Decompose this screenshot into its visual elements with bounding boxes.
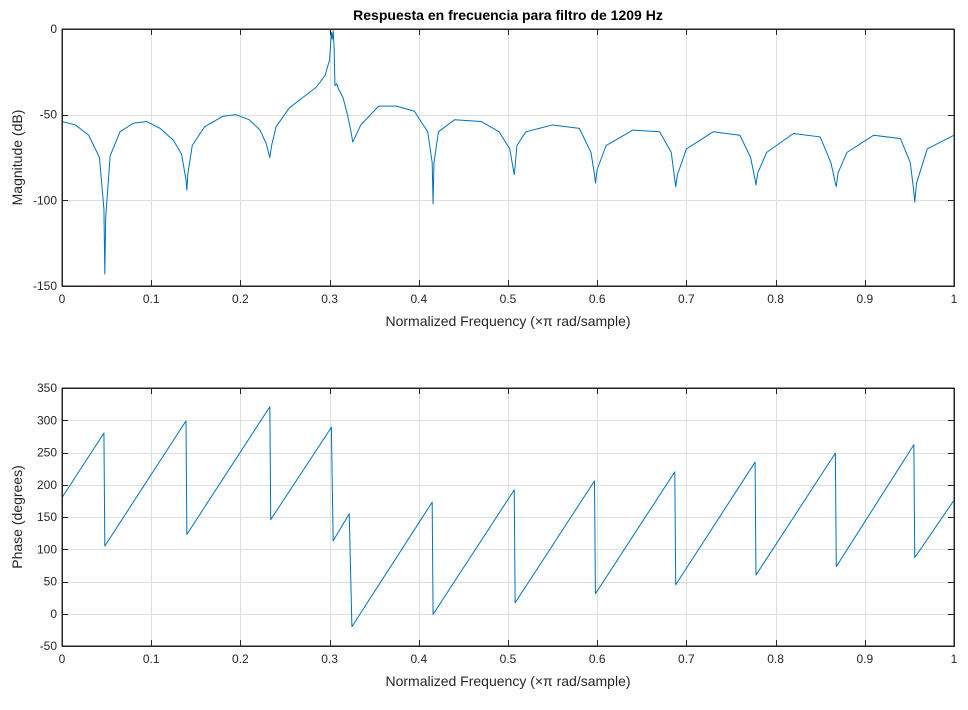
- phase-axes: 0 0.1 0.2 0.3 0.4 0.5 0.6 0.7 0.8 0.9 1-5005010015…: [9, 381, 958, 689]
- phase-x-tick-label: 0.5: [500, 652, 517, 666]
- magnitude-axes: 0 0.1 0.2 0.3 0.4 0.5 0.6 0.7 0.8 0.9 1 -150 -100 -50…: [9, 7, 958, 329]
- magnitude-x-tick-label: 0.8: [767, 292, 784, 306]
- magnitude-x-tick-label: 0: [59, 292, 66, 306]
- magnitude-x-tick-label: 0.4: [410, 292, 427, 306]
- magnitude-x-tick-label: 0.9: [856, 292, 873, 306]
- phase-x-tick-label: 0.3: [321, 652, 338, 666]
- phase-y-tick-label: 350: [37, 381, 57, 395]
- magnitude-y-tick-label: -150: [33, 279, 57, 293]
- phase-x-tick-label: 0.2: [232, 652, 249, 666]
- magnitude-ticks: 0 0.1 0.2 0.3 0.4 0.5 0.6 0.7 0.8 0.9 1 -150 -100 -50…: [33, 22, 958, 306]
- phase-y-tick-label: 250: [37, 446, 57, 460]
- phase-y-tick-label: -50: [40, 639, 58, 653]
- magnitude-x-tick-label: 0.7: [678, 292, 695, 306]
- phase-y-tick-label: 300: [37, 413, 57, 427]
- phase-ticks: 0 0.1 0.2 0.3 0.4 0.5 0.6 0.7 0.8 0.9 1-5005010015…: [37, 381, 958, 666]
- phase-x-tick-label: 0.9: [856, 652, 873, 666]
- chart-title: Respuesta en frecuencia para filtro de 1…: [353, 7, 663, 23]
- magnitude-y-tick-label: -100: [33, 193, 57, 207]
- magnitude-x-tick-label: 0.6: [589, 292, 606, 306]
- phase-y-tick-label: 100: [37, 542, 57, 556]
- phase-y-tick-label: 50: [44, 575, 58, 589]
- phase-y-tick-label: 0: [50, 607, 57, 621]
- phase-x-tick-label: 0.8: [767, 652, 784, 666]
- phase-y-tick-label: 200: [37, 478, 57, 492]
- magnitude-y-tick-label: -50: [40, 108, 58, 122]
- phase-x-axis-label: Normalized Frequency (×π rad/sample): [385, 673, 630, 689]
- magnitude-x-tick-label: 0.3: [321, 292, 338, 306]
- magnitude-x-axis-label: Normalized Frequency (×π rad/sample): [385, 313, 630, 329]
- phase-x-tick-label: 0.4: [410, 652, 427, 666]
- phase-x-tick-label: 0.7: [678, 652, 695, 666]
- phase-series-line: [61, 406, 955, 628]
- magnitude-x-tick-label: 1: [951, 292, 958, 306]
- magnitude-series-line: [61, 30, 955, 275]
- magnitude-x-tick-label: 0.1: [143, 292, 160, 306]
- phase-x-tick-label: 1: [951, 652, 958, 666]
- phase-y-axis-label: Phase (degrees): [9, 465, 25, 569]
- magnitude-y-axis-label: Magnitude (dB): [9, 110, 25, 206]
- phase-x-tick-label: 0.6: [589, 652, 606, 666]
- magnitude-x-tick-label: 0.5: [500, 292, 517, 306]
- magnitude-x-tick-label: 0.2: [232, 292, 249, 306]
- phase-x-tick-label: 0.1: [143, 652, 160, 666]
- magnitude-y-tick-label: 0: [50, 22, 57, 36]
- phase-y-tick-label: 150: [37, 510, 57, 524]
- phase-x-tick-label: 0: [59, 652, 66, 666]
